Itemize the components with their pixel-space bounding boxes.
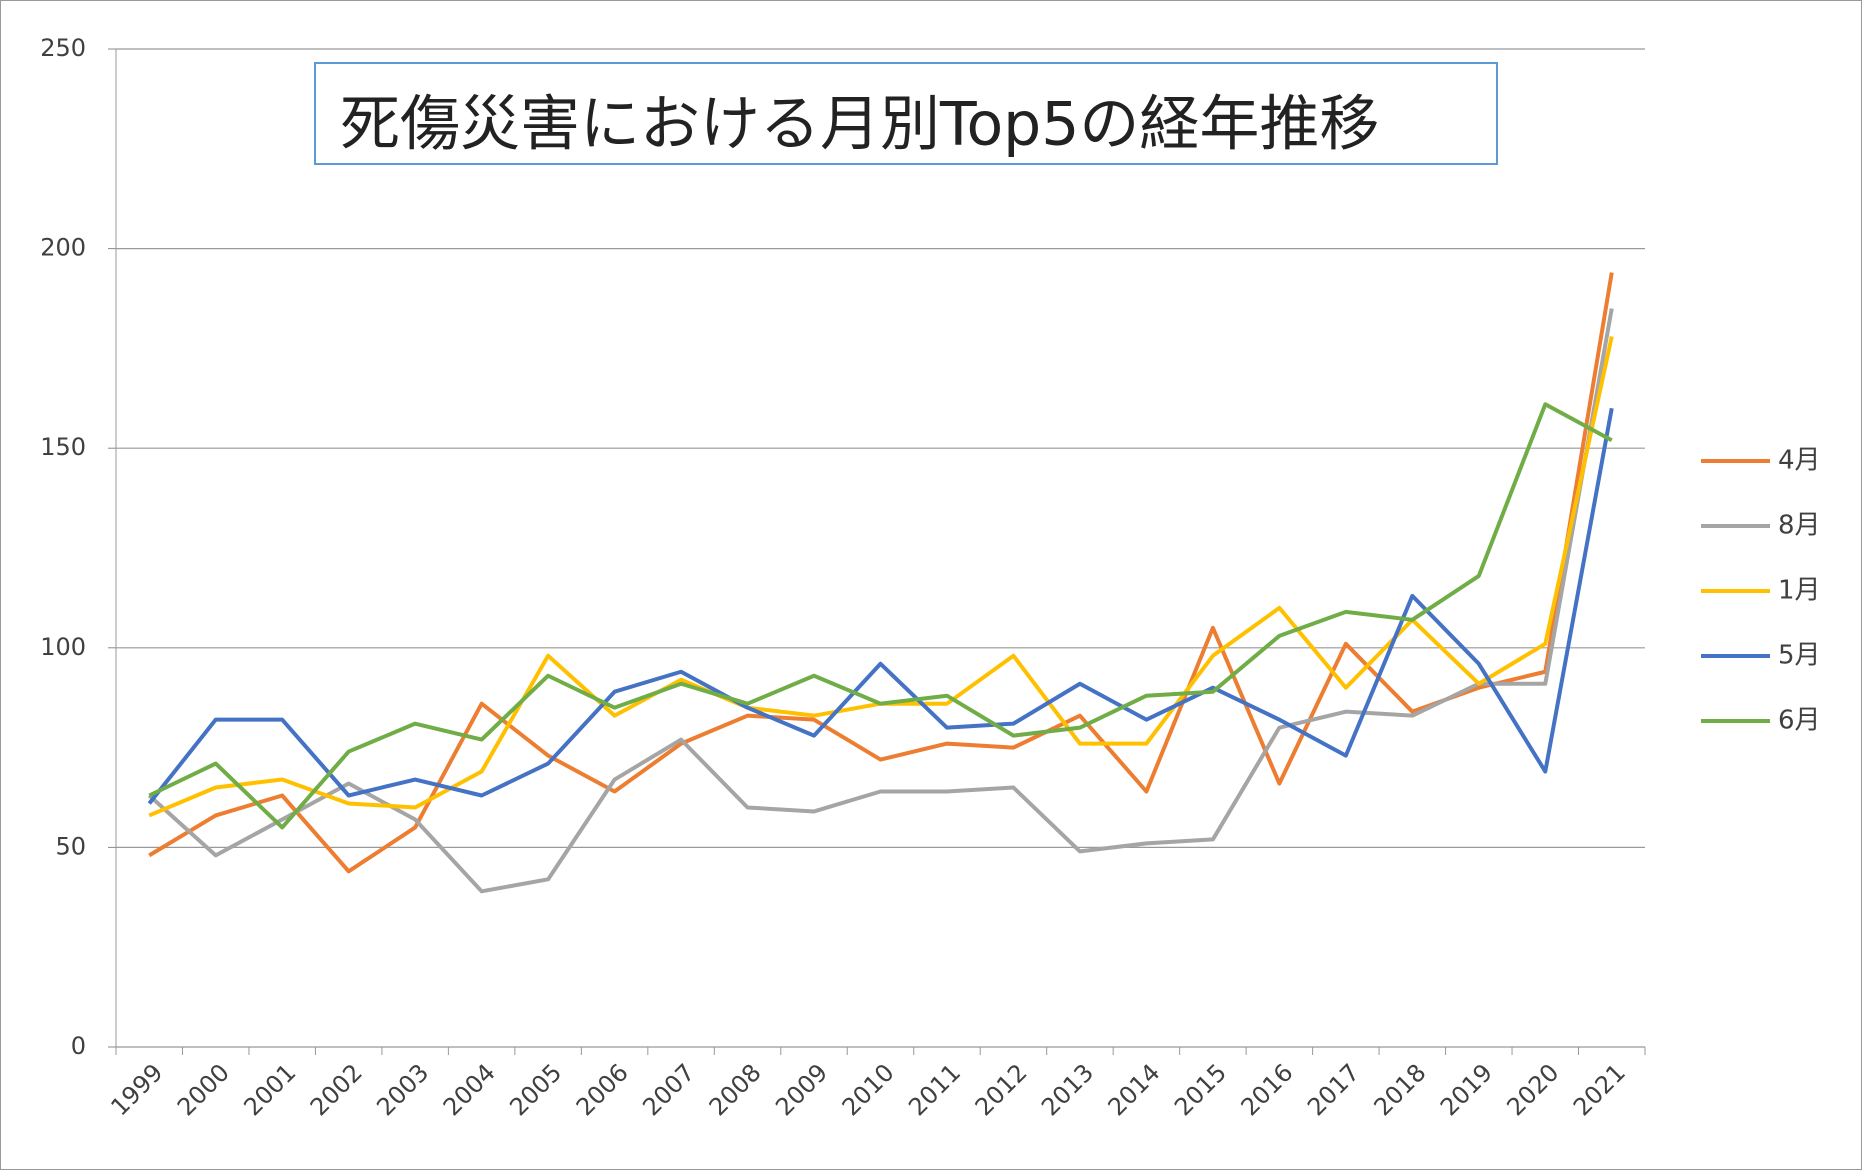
legend-label: 4月 (1778, 446, 1821, 476)
title-box (314, 62, 1498, 165)
y-tick-label: 250 (40, 34, 86, 62)
y-tick-label: 0 (71, 1032, 86, 1060)
legend-label: 6月 (1778, 706, 1821, 736)
plot (147, 272, 1614, 894)
legend-label: 5月 (1778, 641, 1821, 671)
legend-label: 1月 (1778, 576, 1821, 606)
y-tick-label: 200 (40, 234, 86, 262)
legend-label: 8月 (1778, 511, 1821, 541)
y-tick-label: 100 (40, 633, 86, 661)
series-line (147, 407, 1614, 805)
y-tick-label: 50 (55, 832, 86, 860)
y-tick-label: 150 (40, 433, 86, 461)
chart-title: 死傷災害における月別Top5の経年推移 (340, 90, 1379, 160)
series-line (148, 402, 1613, 830)
